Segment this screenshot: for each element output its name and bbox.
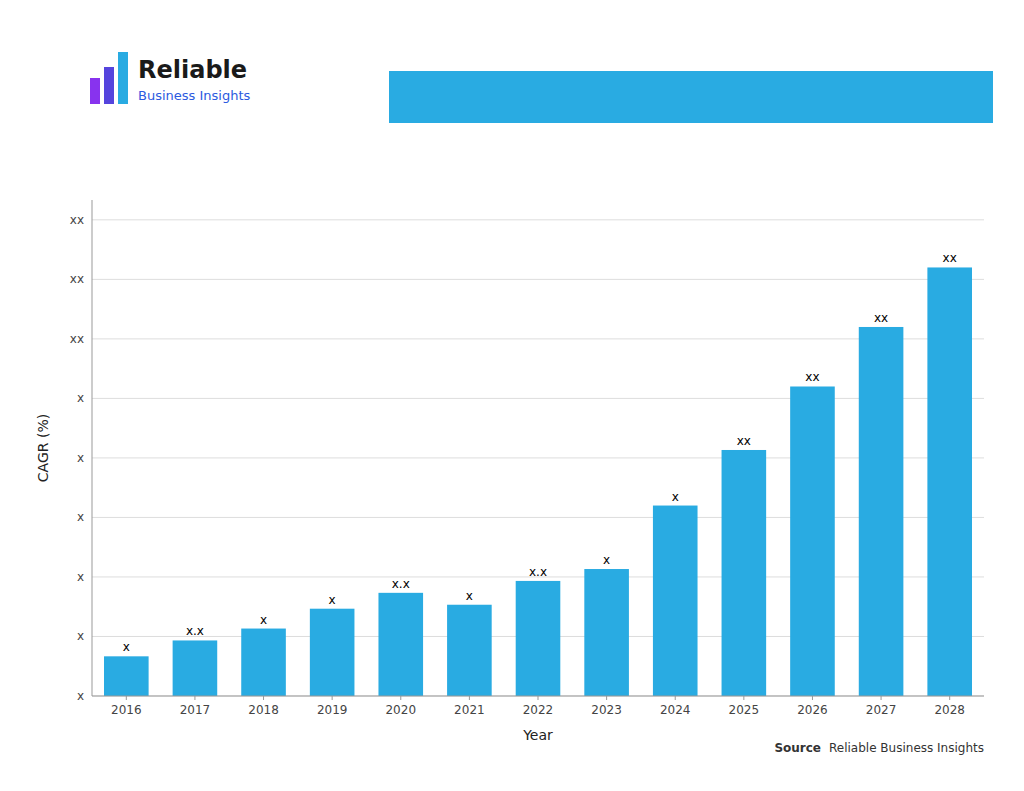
logo-subtitle: Business Insights [138, 88, 251, 103]
bar [378, 593, 423, 696]
bar [516, 581, 561, 696]
bar [310, 609, 355, 696]
x-tick-label: 2023 [591, 703, 622, 717]
x-tick-label: 2026 [797, 703, 828, 717]
bar [241, 629, 286, 696]
x-tick [743, 696, 744, 700]
data-labels: xx.xxxx.xxx.xxxxxxxxxxx [123, 251, 957, 654]
y-tick-label: xx [70, 213, 84, 227]
x-tick [675, 696, 676, 700]
x-tick-label: 2016 [111, 703, 142, 717]
data-label: xx [874, 311, 888, 325]
x-tick-label: 2024 [660, 703, 691, 717]
x-tick [881, 696, 882, 700]
bar [927, 267, 972, 696]
x-tick-label: 2019 [317, 703, 348, 717]
x-tick-label: 2018 [248, 703, 279, 717]
source-text: Reliable Business Insights [829, 741, 984, 755]
logo-title: Reliable [138, 56, 247, 84]
y-tick-label: x [77, 510, 84, 524]
grid-line [92, 457, 984, 458]
bars [104, 267, 972, 696]
x-tick-label: 2025 [729, 703, 760, 717]
y-axis-title: CAGR (%) [35, 414, 51, 482]
y-tick-label: x [77, 570, 84, 584]
x-tick [812, 696, 813, 700]
header: Reliable Business Insights [90, 52, 993, 123]
x-tick [538, 696, 539, 700]
data-label: xx [805, 370, 819, 384]
bar [653, 506, 698, 696]
x-tick-label: 2021 [454, 703, 485, 717]
x-tick [400, 696, 401, 700]
data-label: xx [737, 434, 751, 448]
grid-line [92, 219, 984, 220]
y-axis: xxxxxxxxxxxx [70, 200, 984, 703]
data-label: xx [943, 251, 957, 265]
x-tick [194, 696, 195, 700]
bar [447, 605, 492, 696]
x-tick-label: 2027 [866, 703, 897, 717]
x-axis: 2016 2017 2018 2019 2020 2021 2022 2023 2024 2025… [92, 696, 984, 717]
logo-bar [118, 52, 128, 104]
data-label: x.x [186, 624, 204, 638]
x-tick-label: 2020 [385, 703, 416, 717]
bar [104, 656, 149, 696]
bar [584, 569, 629, 696]
grid-line [92, 517, 984, 518]
bar [173, 640, 218, 696]
x-tick [263, 696, 264, 700]
y-tick-label: x [77, 689, 84, 703]
bar [859, 327, 904, 696]
grid-line [92, 338, 984, 339]
data-label: x [260, 613, 267, 627]
data-label: x [329, 593, 336, 607]
x-tick [126, 696, 127, 700]
data-label: x [123, 640, 130, 654]
y-tick-label: x [77, 451, 84, 465]
x-tick [469, 696, 470, 700]
y-tick-label: x [77, 391, 84, 405]
y-tick-label: xx [70, 332, 84, 346]
x-tick-label: 2028 [934, 703, 965, 717]
data-label: x [466, 589, 473, 603]
x-tick [332, 696, 333, 700]
x-axis-title: Year [522, 727, 553, 743]
chart: ReliableBusiness Insightsxxxxxxxxxxxxxx.… [0, 0, 1024, 791]
x-tick-label: 2022 [523, 703, 554, 717]
x-tick [949, 696, 950, 700]
y-axis-line [92, 200, 93, 696]
data-label: x [603, 553, 610, 567]
data-label: x [672, 490, 679, 504]
x-tick [606, 696, 607, 700]
logo-bar [104, 67, 114, 104]
bar [722, 450, 767, 696]
y-tick-label: xx [70, 272, 84, 286]
logo-bar [90, 78, 100, 104]
data-label: x.x [529, 565, 547, 579]
grid-line [92, 279, 984, 280]
bar [790, 386, 835, 696]
y-tick-label: x [77, 629, 84, 643]
data-label: x.x [392, 577, 410, 591]
source-label: Source [774, 741, 821, 755]
grid-line [92, 398, 984, 399]
banner [389, 71, 993, 123]
x-tick-label: 2017 [180, 703, 211, 717]
